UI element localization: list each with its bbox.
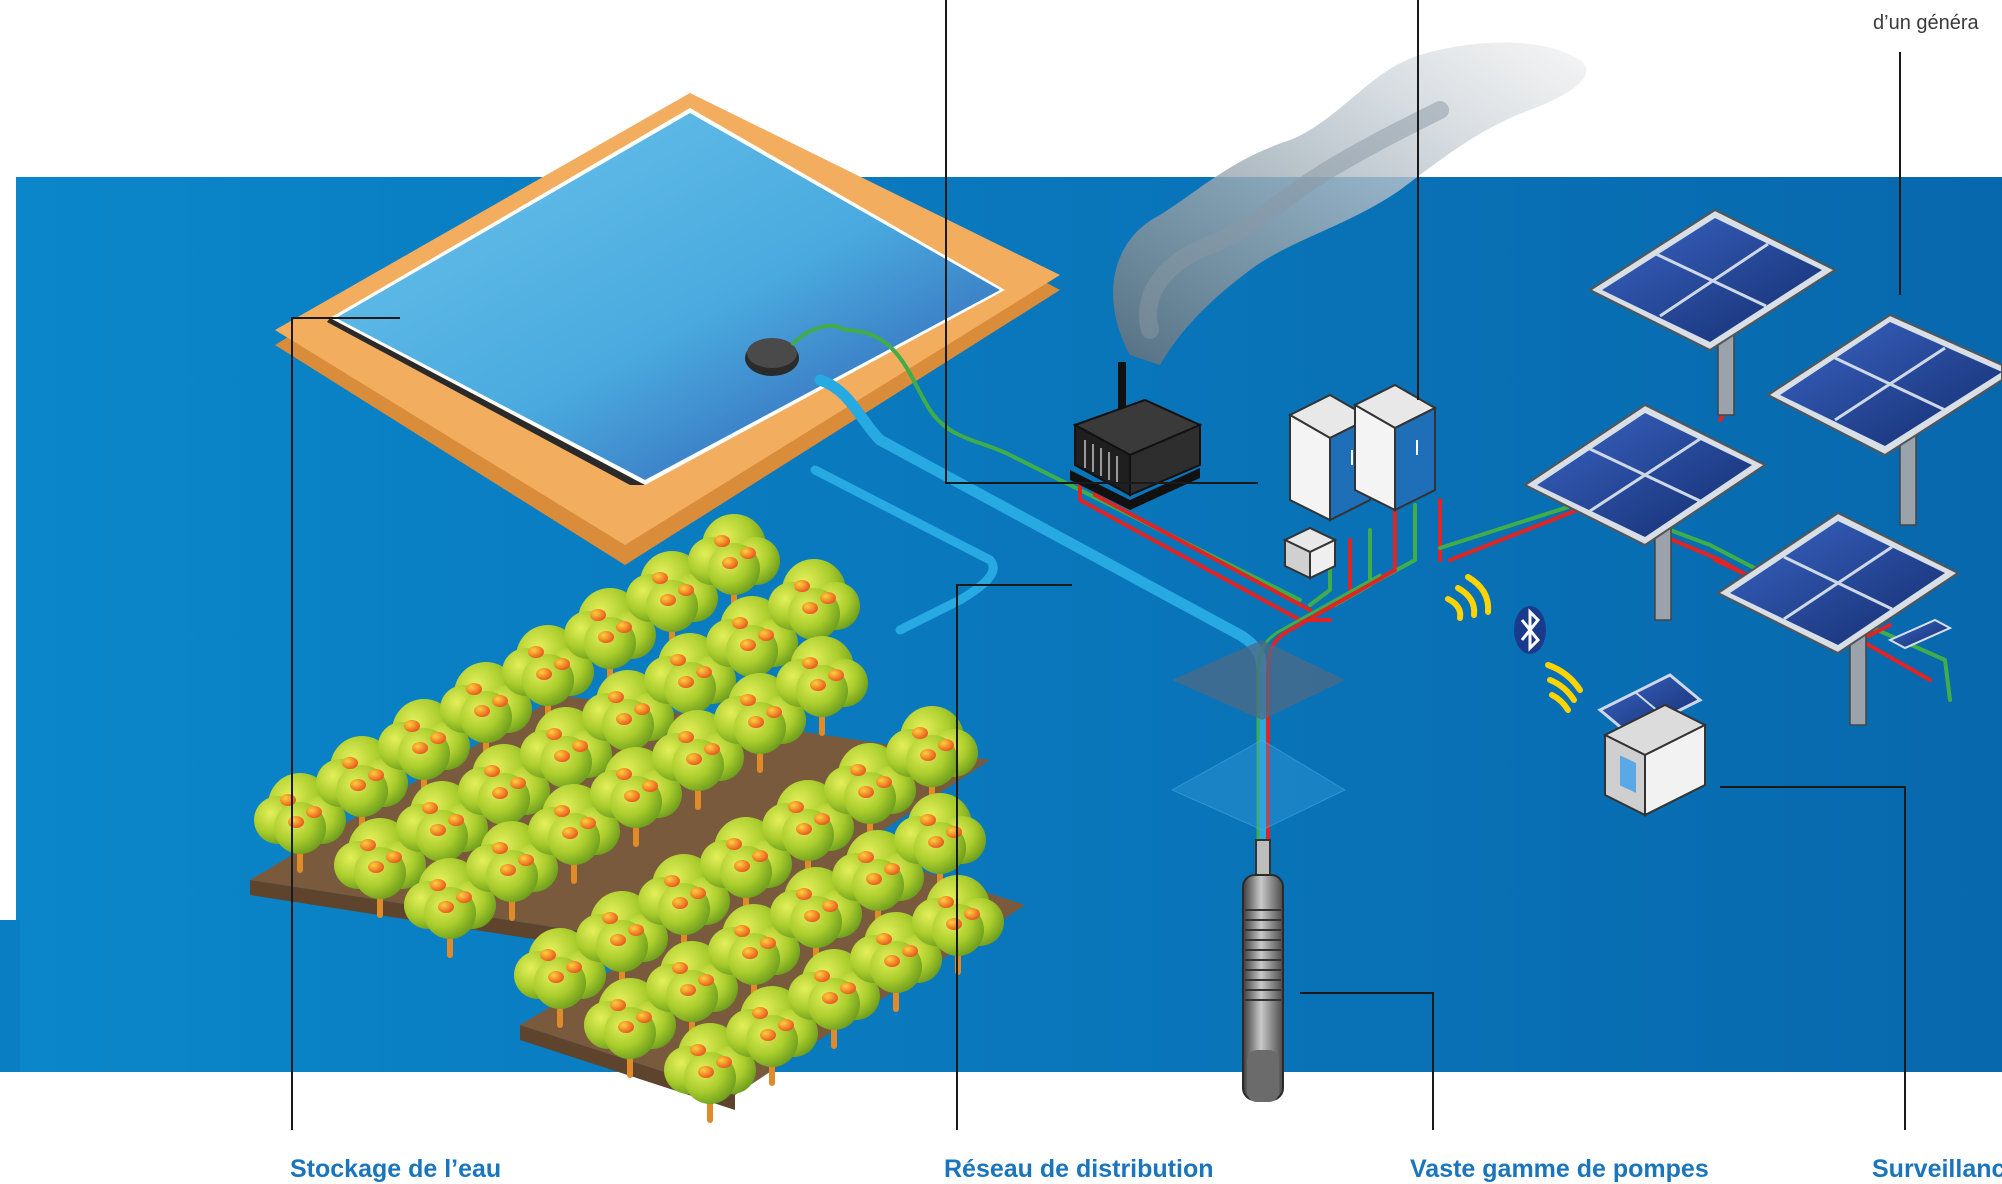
tree-icon — [714, 673, 806, 773]
tree-icon — [626, 551, 718, 651]
tree-icon — [688, 514, 780, 614]
solar-panel-icon — [1766, 313, 2002, 526]
tree-icon — [404, 858, 496, 958]
leader-generator — [945, 0, 1258, 484]
wellhead-plate-lower — [1170, 739, 1347, 831]
tree-icon — [776, 636, 868, 736]
caption-pumps: Vaste gamme de pompes — [1410, 1155, 1709, 1183]
tree-icon — [520, 707, 612, 807]
float-switch-icon — [745, 324, 847, 376]
background-band-left-step — [0, 920, 20, 1072]
monitoring-station-icon — [1597, 673, 1708, 817]
tree-icon — [440, 662, 532, 762]
pump-controllers-icon — [1282, 383, 1438, 580]
leader-water-storage — [291, 317, 400, 1130]
signal-cable-float — [843, 328, 1302, 602]
tree-icon — [334, 818, 426, 918]
tree-icon — [396, 781, 488, 881]
caption-distribution: Réseau de distribution — [944, 1155, 1214, 1183]
bluetooth-icon — [1514, 606, 1546, 654]
tree-icon — [584, 978, 676, 1078]
leader-lines — [291, 0, 1906, 1130]
tree-icon — [832, 830, 924, 930]
tree-icon — [582, 670, 674, 770]
solar-cable-red — [1448, 503, 1932, 682]
tree-icon — [466, 821, 558, 921]
tree-icon — [564, 588, 656, 688]
solar-panel-icon — [1523, 403, 1767, 621]
solar-panel-icon — [1587, 208, 1838, 416]
tree-icon — [788, 949, 880, 1049]
tree-icon — [638, 854, 730, 954]
tree-icon — [514, 928, 606, 1028]
tree-icon — [850, 912, 942, 1012]
caption-monitoring: Surveillanc — [1872, 1155, 2002, 1183]
diesel-generator-icon — [1070, 362, 1203, 510]
tree-icon — [886, 706, 978, 806]
tree-icon — [770, 867, 862, 967]
tree-icon — [458, 744, 550, 844]
solar-panel-icon — [1716, 511, 1960, 726]
tree-icon — [378, 699, 470, 799]
tree-icon — [824, 743, 916, 843]
tree-icon — [316, 736, 408, 836]
water-pipe-orchard — [810, 465, 998, 635]
tree-icon — [664, 1023, 756, 1123]
caption-water-storage: Stockage de l’eau — [290, 1155, 502, 1183]
tree-icon — [254, 773, 346, 873]
tree-icon — [502, 625, 594, 725]
tree-icon — [708, 904, 800, 1004]
orchard — [250, 514, 1025, 1123]
submersible-pump-icon — [1242, 839, 1284, 1102]
tree-icon — [644, 633, 736, 733]
wireless-signal-icon — [1445, 574, 1583, 713]
tree-icon — [706, 596, 798, 696]
water-storage-pond — [275, 93, 1060, 565]
tree-icon — [700, 817, 792, 917]
caption-generator-note: d’un généra — [1873, 12, 1979, 34]
solar-array — [1523, 208, 2002, 726]
tree-icon — [528, 784, 620, 884]
tree-icon — [646, 941, 738, 1041]
generator-smoke — [1113, 42, 1587, 365]
tree-icon — [768, 559, 860, 659]
wellhead-plate — [1172, 640, 1345, 720]
tree-icon — [590, 747, 682, 847]
leader-pumps — [1300, 992, 1434, 1130]
power-cable-generator — [1078, 483, 1332, 622]
tree-icon — [726, 986, 818, 1086]
leader-monitoring — [1720, 786, 1906, 1130]
tree-icon — [652, 710, 744, 810]
tree-icon — [762, 780, 854, 880]
leader-distribution — [956, 584, 1072, 1130]
